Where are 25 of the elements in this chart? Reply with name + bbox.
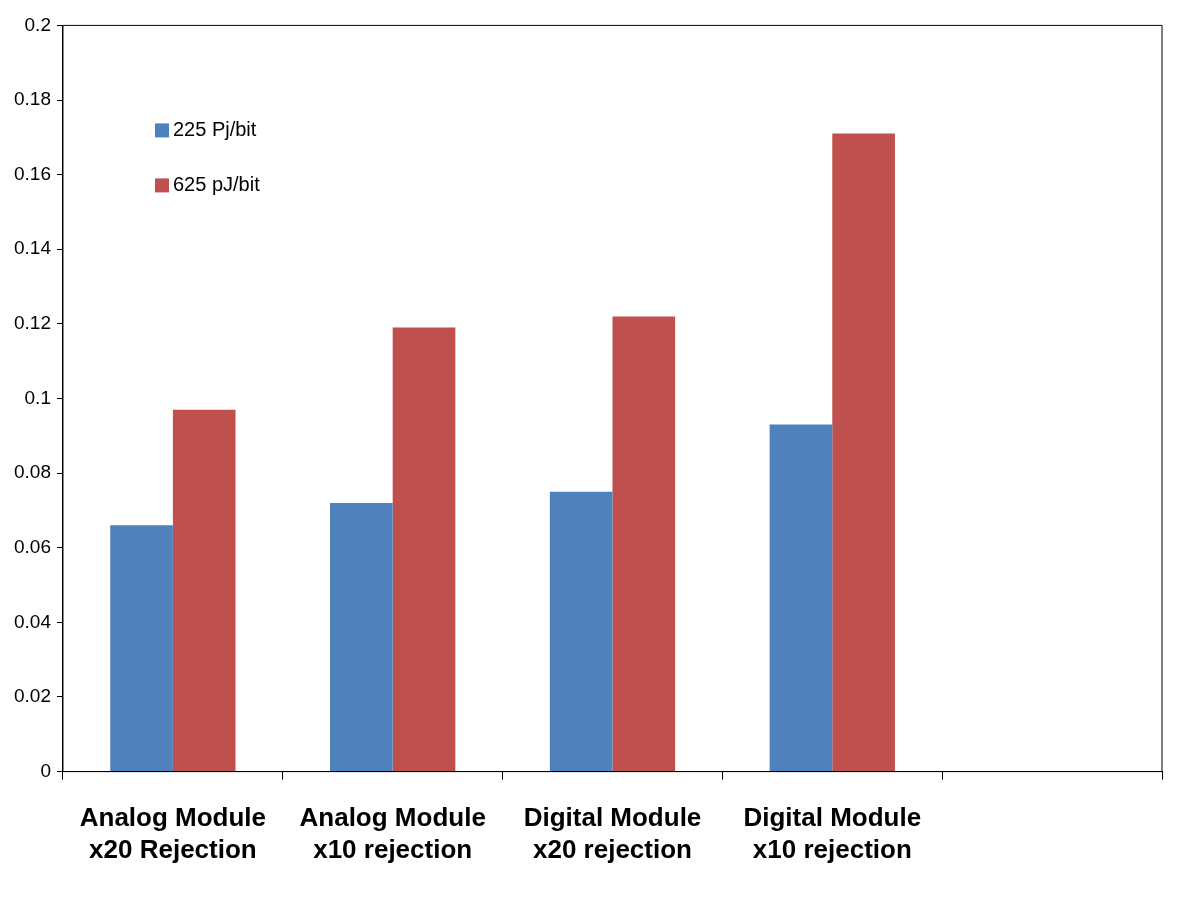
y-tick-label: 0.16 [14, 162, 51, 184]
y-tick-label: 0.2 [24, 13, 51, 35]
y-tick-label: 0.1 [24, 386, 51, 408]
x-tick-label: Analog Module x10 rejection [299, 802, 486, 864]
y-tick-label: 0.12 [14, 312, 51, 334]
legend-label: 225 Pj/bit [172, 117, 257, 140]
x-tick-label: Digital Module x10 rejection [743, 802, 922, 864]
bar [330, 502, 393, 772]
bar [549, 491, 613, 772]
y-tick-label: 0.08 [14, 461, 51, 483]
y-tick-label: 0.14 [14, 237, 52, 259]
y-tick-label: 0.04 [14, 610, 52, 632]
legend-label: 625 pJ/bit [172, 172, 261, 195]
bar [392, 327, 456, 772]
y-tick-label: 0.02 [14, 685, 51, 707]
y-tick-label: 0 [40, 759, 51, 781]
y-tick-label: 0.06 [14, 535, 51, 557]
y-tick-label: 0.18 [14, 88, 51, 110]
x-tick-label: Digital Module x20 rejection [523, 802, 702, 864]
bar [769, 424, 833, 772]
bar [612, 316, 676, 772]
bar [832, 133, 895, 772]
bar [172, 409, 236, 772]
bar [110, 525, 173, 772]
x-tick-label: Analog Module x20 Rejection [79, 802, 267, 864]
